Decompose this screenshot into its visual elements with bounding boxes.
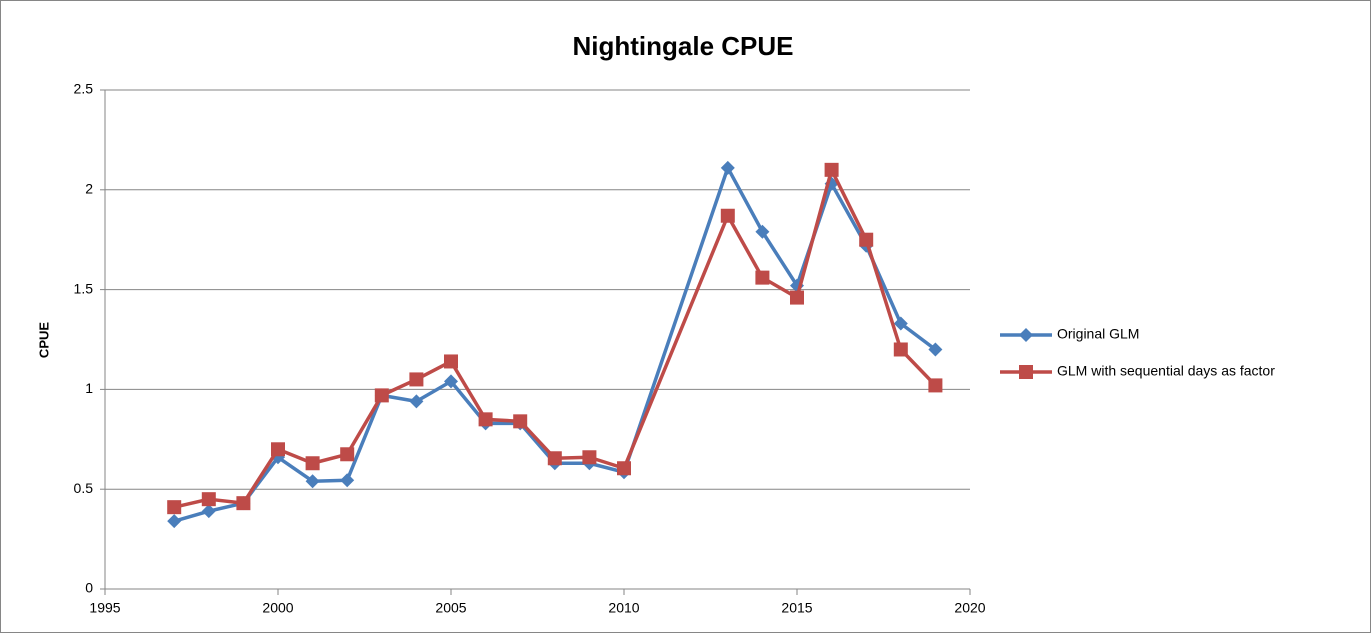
legend-label: Original GLM bbox=[1057, 326, 1139, 342]
data-point bbox=[305, 456, 320, 471]
data-point bbox=[859, 232, 874, 247]
data-point bbox=[893, 316, 908, 331]
x-tick-label: 2010 bbox=[608, 600, 639, 616]
legend-marker bbox=[1019, 365, 1033, 379]
x-tick-label: 2000 bbox=[262, 600, 293, 616]
x-tick-label: 1995 bbox=[89, 600, 120, 616]
data-point bbox=[444, 354, 458, 369]
y-tick-label: 2 bbox=[85, 181, 93, 197]
data-point bbox=[513, 414, 528, 429]
data-point bbox=[928, 342, 943, 357]
data-point bbox=[444, 374, 458, 389]
y-tick-label: 1 bbox=[85, 380, 93, 396]
data-point bbox=[305, 474, 320, 489]
data-point bbox=[547, 451, 562, 466]
data-point bbox=[409, 372, 424, 387]
y-tick-label: 2.5 bbox=[74, 81, 94, 97]
data-point bbox=[201, 492, 216, 507]
data-point bbox=[928, 378, 943, 393]
data-point bbox=[790, 290, 804, 305]
chart-title: Nightingale CPUE bbox=[572, 31, 793, 61]
y-axis-label: CPUE bbox=[36, 322, 51, 358]
y-tick-label: 1.5 bbox=[74, 280, 94, 296]
y-tick-label: 0.5 bbox=[74, 480, 94, 496]
data-point bbox=[617, 461, 631, 476]
data-point bbox=[271, 442, 285, 457]
data-point bbox=[167, 500, 182, 515]
y-tick-label: 0 bbox=[85, 580, 93, 596]
x-tick-label: 2005 bbox=[435, 600, 466, 616]
data-point bbox=[478, 412, 493, 427]
data-point bbox=[201, 504, 216, 519]
data-point bbox=[167, 514, 182, 529]
legend-label: GLM with sequential days as factor bbox=[1057, 363, 1275, 379]
legend-marker bbox=[1019, 328, 1033, 342]
x-tick-label: 2015 bbox=[781, 600, 812, 616]
data-point bbox=[720, 208, 735, 223]
data-point bbox=[409, 394, 424, 409]
data-point bbox=[720, 160, 735, 175]
data-point bbox=[893, 342, 908, 357]
data-point bbox=[340, 447, 355, 462]
data-point bbox=[755, 224, 770, 239]
data-point bbox=[374, 388, 389, 403]
data-point bbox=[824, 162, 839, 177]
data-point bbox=[582, 450, 597, 465]
data-point bbox=[236, 496, 251, 511]
x-tick-label: 2020 bbox=[954, 600, 985, 616]
data-point bbox=[755, 270, 770, 285]
data-point bbox=[340, 473, 355, 488]
